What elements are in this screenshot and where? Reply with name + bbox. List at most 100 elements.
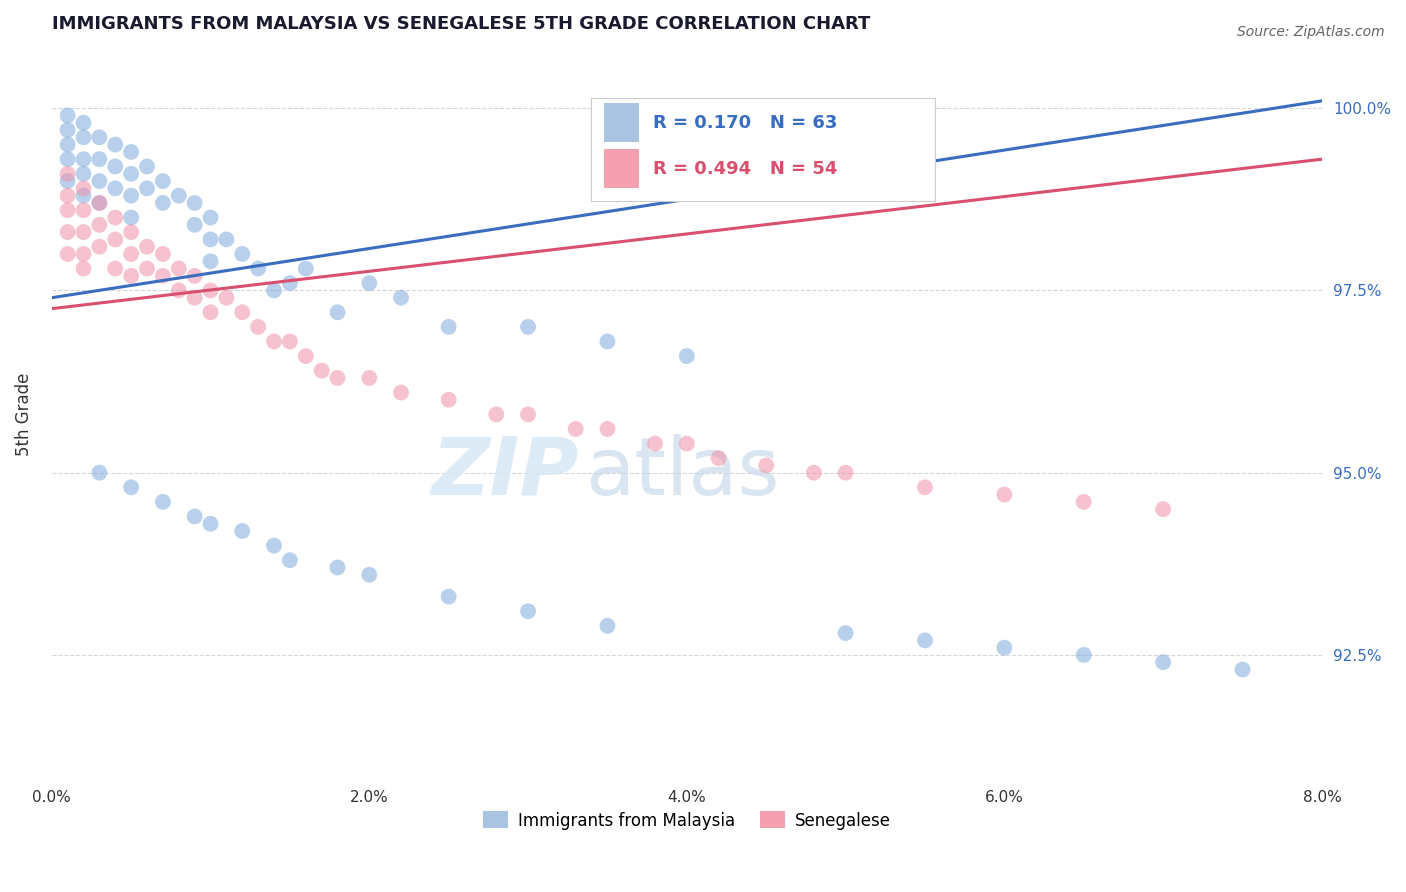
Point — [294, 349, 316, 363]
Point — [278, 276, 301, 290]
Point — [89, 466, 111, 480]
Point — [136, 160, 159, 174]
Point — [56, 108, 79, 122]
Point — [215, 291, 238, 305]
Point — [72, 116, 94, 130]
Point — [231, 305, 253, 319]
Point — [1152, 502, 1174, 516]
Point — [675, 436, 697, 450]
Point — [596, 334, 619, 349]
Point — [56, 188, 79, 202]
Point — [1073, 648, 1095, 662]
Point — [56, 137, 79, 152]
Point — [72, 188, 94, 202]
Point — [152, 268, 174, 283]
Text: ZIP: ZIP — [432, 434, 579, 512]
Point — [152, 247, 174, 261]
Point — [437, 590, 460, 604]
Point — [152, 495, 174, 509]
Point — [72, 225, 94, 239]
Point — [564, 422, 586, 436]
Point — [56, 167, 79, 181]
Point — [136, 240, 159, 254]
Text: R = 0.170   N = 63: R = 0.170 N = 63 — [652, 114, 837, 132]
Point — [183, 509, 205, 524]
Point — [120, 225, 142, 239]
Point — [914, 633, 936, 648]
Point — [993, 640, 1015, 655]
Point — [72, 167, 94, 181]
Point — [167, 188, 190, 202]
Point — [72, 247, 94, 261]
Point — [359, 276, 381, 290]
Point — [359, 371, 381, 385]
Point — [120, 188, 142, 202]
Point — [707, 451, 730, 466]
Point — [120, 268, 142, 283]
Point — [72, 203, 94, 218]
Point — [389, 385, 412, 400]
Point — [200, 254, 222, 268]
Point — [104, 160, 127, 174]
Point — [437, 319, 460, 334]
Point — [104, 261, 127, 276]
Point — [56, 123, 79, 137]
Text: Source: ZipAtlas.com: Source: ZipAtlas.com — [1237, 25, 1385, 39]
Point — [485, 408, 508, 422]
Point — [1152, 655, 1174, 669]
Point — [247, 319, 270, 334]
Point — [215, 232, 238, 246]
Point — [56, 225, 79, 239]
Point — [72, 261, 94, 276]
Point — [56, 247, 79, 261]
Text: R = 0.494   N = 54: R = 0.494 N = 54 — [652, 160, 837, 178]
Point — [89, 130, 111, 145]
Point — [89, 240, 111, 254]
Point — [120, 247, 142, 261]
Legend: Immigrants from Malaysia, Senegalese: Immigrants from Malaysia, Senegalese — [477, 805, 897, 836]
Point — [263, 284, 285, 298]
Point — [89, 218, 111, 232]
Y-axis label: 5th Grade: 5th Grade — [15, 373, 32, 456]
Point — [834, 626, 856, 640]
Point — [152, 196, 174, 211]
Point — [437, 392, 460, 407]
Point — [311, 364, 333, 378]
Point — [200, 211, 222, 225]
Point — [120, 167, 142, 181]
Point — [136, 181, 159, 195]
Point — [56, 152, 79, 166]
Point — [231, 524, 253, 538]
Point — [183, 218, 205, 232]
Point — [167, 284, 190, 298]
Point — [359, 567, 381, 582]
Point — [596, 422, 619, 436]
Point — [675, 349, 697, 363]
Point — [120, 480, 142, 494]
Point — [1232, 663, 1254, 677]
Point — [104, 232, 127, 246]
Point — [247, 261, 270, 276]
Point — [326, 371, 349, 385]
Point — [517, 319, 540, 334]
Point — [152, 174, 174, 188]
Point — [294, 261, 316, 276]
Point — [263, 539, 285, 553]
Point — [56, 174, 79, 188]
Point — [326, 305, 349, 319]
Bar — [605, 149, 638, 188]
Point — [167, 261, 190, 276]
Point — [56, 203, 79, 218]
Point — [120, 145, 142, 159]
Point — [104, 137, 127, 152]
Point — [136, 261, 159, 276]
Point — [200, 284, 222, 298]
Bar — [605, 103, 638, 142]
Point — [89, 196, 111, 211]
Point — [72, 181, 94, 195]
Point — [389, 291, 412, 305]
Point — [200, 305, 222, 319]
Point — [72, 152, 94, 166]
Text: atlas: atlas — [585, 434, 779, 512]
Point — [517, 408, 540, 422]
